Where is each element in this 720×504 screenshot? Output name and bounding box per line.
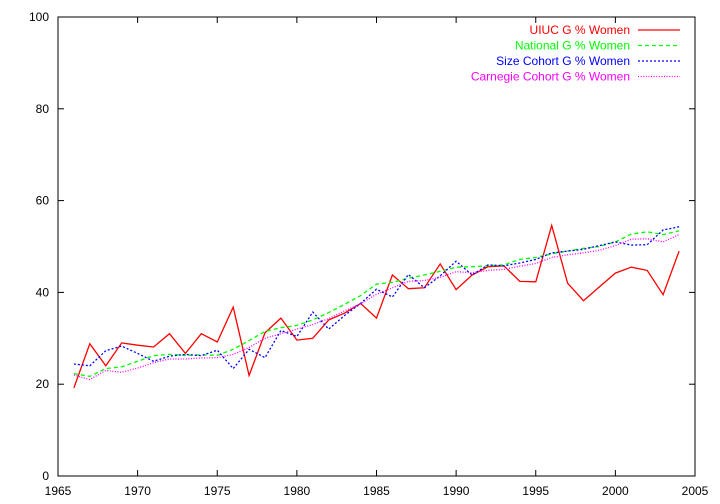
x-tick-label: 1995 [522, 484, 549, 498]
series-lines [73, 222, 680, 389]
x-tick-label: 2005 [682, 484, 709, 498]
x-tick-label: 1985 [363, 484, 390, 498]
x-tick-label: 1965 [45, 484, 72, 498]
y-tick-label: 40 [36, 285, 50, 299]
legend-label-carnegie-cohort-g-women: Carnegie Cohort G % Women [471, 70, 630, 84]
y-tick-label: 60 [36, 194, 50, 208]
x-tick-label: 2000 [602, 484, 629, 498]
y-tick-label: 100 [29, 10, 49, 24]
tick-labels: 1965 1970 1975 1980 1985 1990 1995 2000 2005 0 20 4… [29, 10, 709, 498]
x-tick-label: 1990 [443, 484, 470, 498]
y-tick-label: 0 [42, 469, 49, 483]
axis-ticks [57, 16, 696, 477]
legend-label-size-cohort-g-women: Size Cohort G % Women [496, 54, 630, 68]
series-line-national-g-women [73, 230, 680, 378]
plot-area-frame [57, 16, 696, 477]
x-tick-label: 1980 [284, 484, 311, 498]
series-line-size-cohort-g-women [73, 226, 680, 370]
legend-label-uiuc-g-women: UIUC G % Women [530, 23, 630, 37]
series-line-carnegie-cohort-g-women [73, 234, 680, 381]
series-line-uiuc-g-women [73, 222, 680, 389]
y-tick-label: 80 [36, 102, 50, 116]
legend-label-national-g-women: National G % Women [515, 39, 630, 53]
y-tick-label: 20 [36, 377, 50, 391]
x-tick-label: 1975 [204, 484, 231, 498]
x-tick-label: 1970 [124, 484, 151, 498]
